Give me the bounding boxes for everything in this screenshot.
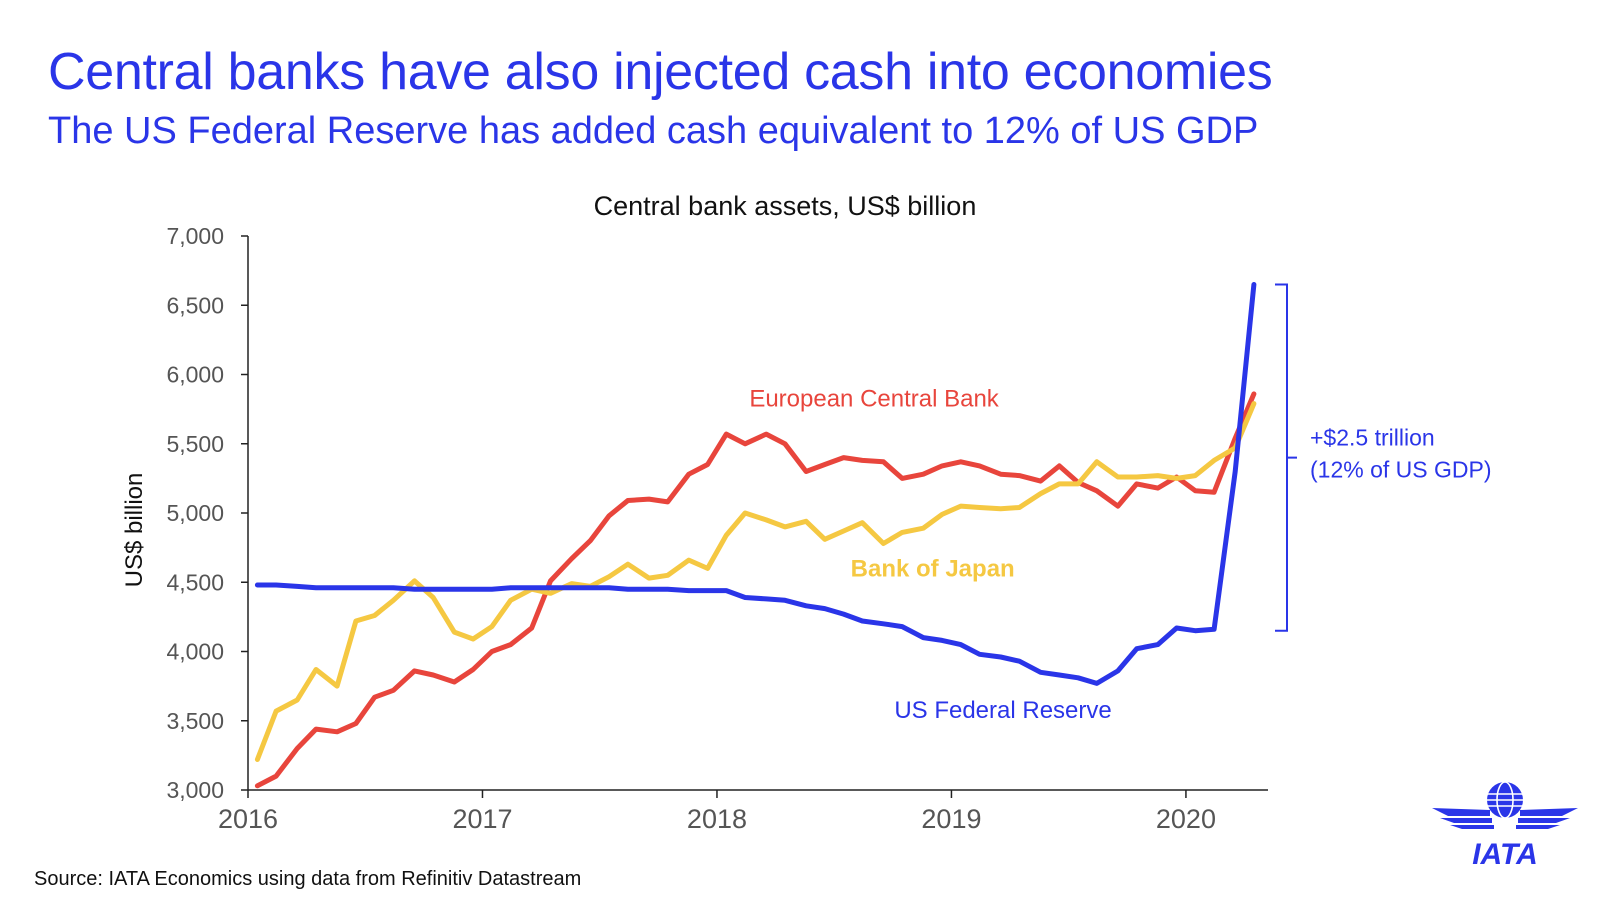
x-tick-label: 2020 xyxy=(1156,804,1216,834)
fed-increase-bracket: +$2.5 trillion (12% of US GDP) xyxy=(1275,283,1492,632)
x-ticks: 2016 2017 2018 2019 2020 xyxy=(218,790,1216,834)
y-tick-label: 6,500 xyxy=(166,292,224,318)
bracket-shape xyxy=(1275,283,1297,632)
y-tick-label: 5,000 xyxy=(166,500,224,526)
y-ticks: 3,000 3,500 4,000 4,500 5,000 5,500 6,000 6,500… xyxy=(166,223,248,803)
series-annotations: European Central Bank Bank of Japan US Fed… xyxy=(749,385,1111,724)
series-lines xyxy=(254,282,1257,789)
y-tick-label: 4,000 xyxy=(166,639,224,665)
y-tick-label: 3,500 xyxy=(166,708,224,734)
us-federal-reserve-line xyxy=(254,282,1257,686)
european-central-bank-line xyxy=(254,391,1257,789)
bank-of-japan-label: Bank of Japan xyxy=(851,556,1015,583)
x-tick-label: 2019 xyxy=(921,804,981,834)
y-tick-label: 3,000 xyxy=(166,777,224,803)
iata-logo: IATA xyxy=(1432,781,1578,870)
y-axis-label: US$ billion xyxy=(121,473,148,588)
source-note: Source: IATA Economics using data from R… xyxy=(34,868,582,890)
page-title: Central banks have also injected cash in… xyxy=(48,43,1273,101)
bracket-label-amount: +$2.5 trillion xyxy=(1310,425,1435,451)
y-tick-label: 6,000 xyxy=(166,362,224,388)
chart-title: Central bank assets, US$ billion xyxy=(594,191,977,221)
y-tick-label: 5,500 xyxy=(166,431,224,457)
page-subtitle: The US Federal Reserve has added cash eq… xyxy=(48,110,1259,152)
european-central-bank-label: European Central Bank xyxy=(749,385,999,412)
x-tick-label: 2016 xyxy=(218,804,278,834)
y-tick-label: 7,000 xyxy=(166,223,224,249)
iata-logo-text: IATA xyxy=(1472,838,1538,870)
y-tick-label: 4,500 xyxy=(166,569,224,595)
iata-globe-wings-icon xyxy=(1432,782,1578,829)
x-tick-label: 2017 xyxy=(452,804,512,834)
us-federal-reserve-label: US Federal Reserve xyxy=(894,697,1111,724)
x-tick-label: 2018 xyxy=(687,804,747,834)
bracket-label-gdp-share: (12% of US GDP) xyxy=(1310,457,1492,483)
